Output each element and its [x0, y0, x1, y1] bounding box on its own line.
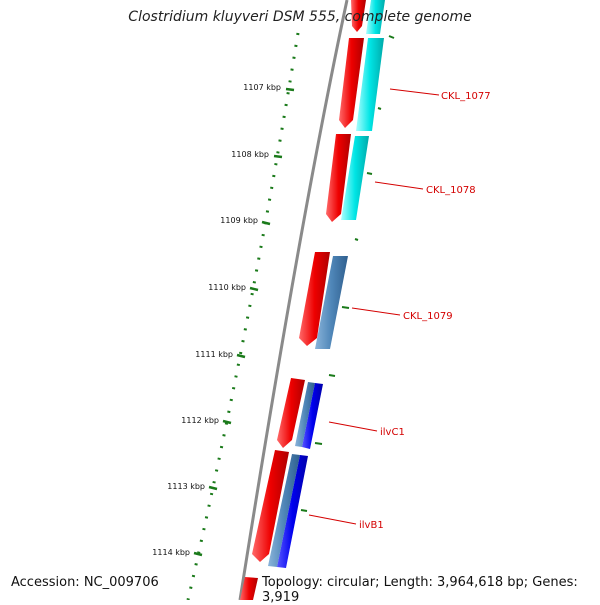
scale-tick	[273, 154, 283, 159]
scale-label: 1107 kbp	[243, 83, 281, 92]
leader-line	[328, 421, 378, 432]
gene-feature-steel[interactable]	[295, 382, 315, 447]
scale-tick	[222, 419, 232, 425]
outer-tick	[341, 306, 350, 309]
gene-feature-blue[interactable]	[277, 455, 308, 568]
gene-feature-red[interactable]	[252, 450, 289, 562]
gene-feature-cyan[interactable]	[366, 0, 385, 34]
gene-label[interactable]: CKL_1077	[441, 91, 491, 102]
scale-tick	[249, 286, 259, 292]
scale-label: 1112 kbp	[181, 416, 219, 425]
outer-tick	[314, 442, 323, 445]
scale-label: 1111 kbp	[195, 350, 233, 359]
label-leaders	[308, 88, 440, 525]
scale-labels: 1107 kbp 1108 kbp 1109 kbp 1110 kbp 1111…	[152, 83, 281, 557]
scale-tick	[208, 485, 218, 491]
gene-feature-blue[interactable]	[302, 383, 323, 449]
gene-feature-red[interactable]	[351, 0, 366, 32]
scale-ticks	[193, 87, 295, 557]
scale-label: 1109 kbp	[220, 216, 258, 225]
gene-features	[240, 0, 385, 600]
outer-tick	[366, 172, 373, 175]
scale-label: 1113 kbp	[167, 482, 205, 491]
scale-tick	[236, 353, 246, 359]
outer-tick	[377, 107, 382, 110]
accession-text: Accession: NC_009706	[9, 575, 161, 590]
leader-line	[351, 307, 401, 316]
outer-tick	[328, 374, 336, 377]
gene-label[interactable]: ilvC1	[380, 427, 405, 438]
gene-feature-cyan[interactable]	[341, 136, 369, 220]
gene-feature-cyan[interactable]	[356, 38, 384, 131]
gene-feature-red[interactable]	[240, 577, 258, 600]
gene-label[interactable]: CKL_1079	[403, 311, 453, 322]
outer-tick	[388, 35, 395, 39]
outer-tick	[300, 509, 308, 512]
outer-tick	[354, 238, 359, 241]
scale-label: 1114 kbp	[152, 548, 190, 557]
leader-line	[308, 514, 357, 525]
leader-line	[389, 88, 440, 96]
gene-feature-steel[interactable]	[315, 256, 348, 349]
gene-feature-steel[interactable]	[268, 454, 300, 567]
scale-tick	[261, 220, 271, 226]
genome-backbone	[238, 0, 349, 600]
gene-label[interactable]: ilvB1	[359, 520, 384, 531]
map-title: Clostridium kluyveri DSM 555, complete g…	[128, 9, 472, 25]
gene-feature-red[interactable]	[326, 134, 351, 222]
scale-label: 1108 kbp	[231, 150, 269, 159]
gene-feature-red[interactable]	[339, 38, 364, 128]
gene-label[interactable]: CKL_1078	[426, 185, 476, 196]
genome-summary-text: Topology: circular; Length: 3,964,618 bp…	[260, 575, 600, 605]
leader-line	[374, 181, 424, 190]
scale-label: 1110 kbp	[208, 283, 246, 292]
gene-feature-red[interactable]	[277, 378, 305, 448]
scale-tick	[285, 87, 295, 92]
gene-labels: CKL_1077 CKL_1078 CKL_1079 ilvC1 ilvB1	[359, 91, 491, 531]
gene-feature-red[interactable]	[299, 252, 330, 346]
scale-tick	[193, 551, 203, 557]
